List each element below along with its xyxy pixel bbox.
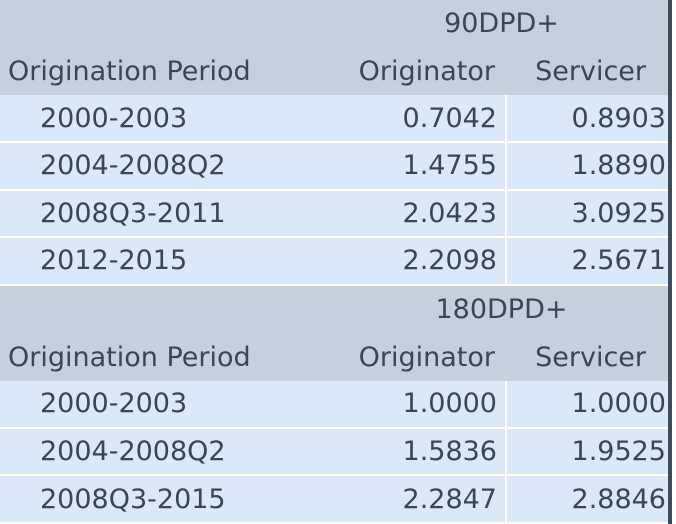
group-header-row: 90DPD+ <box>0 0 668 48</box>
value-cell: 1.5836 <box>325 428 507 475</box>
value-cell: 1.8890 <box>571 150 666 182</box>
period-cell: 2000-2003 <box>40 388 188 420</box>
period-cell: 2008Q3-2011 <box>40 197 226 229</box>
value-cell: 1.9525 <box>571 436 666 468</box>
data-row: 2008Q3-2015 2.2847 2.8846 <box>0 476 668 524</box>
data-row: 2000-2003 0.7042 0.8903 <box>0 95 668 143</box>
data-row: 2008Q3-2011 2.0423 3.0925 <box>0 190 668 239</box>
column-header-row: Origination Period Originator Servicer <box>0 47 668 96</box>
value-cell: 1.4755 <box>325 142 507 189</box>
data-row: 2004-2008Q2 1.4755 1.8890 <box>0 142 668 191</box>
value-cell: 1.0000 <box>325 381 507 427</box>
empty-cell <box>0 286 325 334</box>
period-cell: 2004-2008Q2 <box>40 436 226 468</box>
column-header: Servicer <box>535 341 646 373</box>
column-header: Origination Period <box>8 55 251 87</box>
period-cell: 2004-2008Q2 <box>40 150 226 182</box>
period-cell: 2008Q3-2015 <box>40 483 226 515</box>
column-header-row: Origination Period Originator Servicer <box>0 333 668 382</box>
value-cell: 2.8846 <box>571 483 666 515</box>
value-cell: 2.2847 <box>325 476 507 522</box>
value-cell: 2.2098 <box>325 238 507 284</box>
column-header: Origination Period <box>8 341 251 373</box>
group-label: 180DPD+ <box>435 294 568 326</box>
data-row: 2004-2008Q2 1.5836 1.9525 <box>0 428 668 477</box>
data-row: 2012-2015 2.2098 2.5671 <box>0 238 668 286</box>
period-cell: 2000-2003 <box>40 102 188 134</box>
value-cell: 2.5671 <box>571 245 666 277</box>
empty-cell <box>0 0 325 48</box>
column-header: Originator <box>358 341 495 373</box>
value-cell: 2.0423 <box>325 190 507 237</box>
group-header-row: 180DPD+ <box>0 285 668 334</box>
column-header: Servicer <box>535 55 646 87</box>
value-cell: 3.0925 <box>571 197 666 229</box>
data-row: 2000-2003 1.0000 1.0000 <box>0 381 668 429</box>
period-cell: 2012-2015 <box>40 245 188 277</box>
column-header: Originator <box>358 55 495 87</box>
value-cell: 1.0000 <box>571 388 666 420</box>
group-label: 90DPD+ <box>444 8 559 40</box>
value-cell: 0.8903 <box>571 102 666 134</box>
value-cell: 0.7042 <box>325 95 507 141</box>
